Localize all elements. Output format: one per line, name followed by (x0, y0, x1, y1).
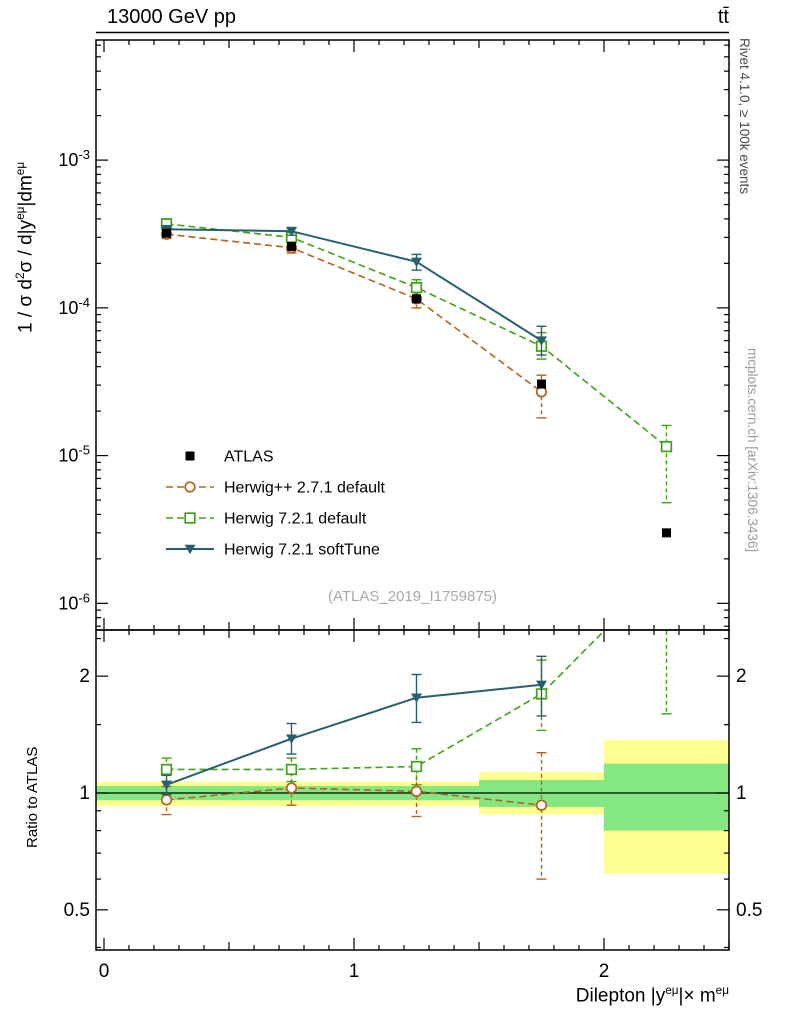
uncertainty-bands (96, 739, 729, 874)
main-y-tick-label: 10-6 (58, 590, 90, 613)
series-herwig-2-7-1-default (160, 752, 548, 880)
legend: ATLAS Herwig++ 2.7.1 default Herwig 7.2.1 … (166, 449, 386, 559)
ratio-y-tick-label: 0.5 (64, 900, 90, 921)
ratio-series-layer (160, 630, 672, 880)
ratio-y-axis-label: Ratio to ATLAS (24, 746, 41, 848)
main-series-layer (160, 218, 673, 538)
x-tick-label: 1 (349, 961, 360, 982)
legend-label: ATLAS (224, 449, 274, 466)
collision-energy-title: 13000 GeV pp (107, 6, 236, 28)
legend-label: Herwig++ 2.7.1 default (224, 480, 386, 497)
rivet-version-label: Rivet 4.1.0, ≥ 100k events (737, 38, 752, 194)
series-atlas (162, 228, 671, 538)
series-herwig-7-2-1-softtune (161, 655, 547, 796)
legend-item-herwig-7-2-1-softtune: Herwig 7.2.1 softTune (166, 542, 380, 559)
legend-label: Herwig 7.2.1 default (224, 511, 367, 528)
ratio-y-tick-label: 1 (79, 783, 90, 804)
ratio-y-tick-label: 1 (736, 783, 747, 804)
legend-item-herwig-7-2-1-default: Herwig 7.2.1 default (166, 511, 367, 528)
ratio-frame (95, 629, 730, 951)
main-frame (95, 39, 730, 631)
main-y-tick-label: 10-5 (58, 443, 90, 466)
legend-label: Herwig 7.2.1 softTune (224, 542, 380, 559)
x-tick-label: 0 (99, 961, 110, 982)
analysis-id-watermark: (ATLAS_2019_I1759875) (327, 588, 497, 605)
x-tick-label: 2 (599, 961, 610, 982)
ratio-y-tick-label: 2 (79, 666, 90, 687)
main-y-axis-label: 1 / σ d2σ / d|yeμ|dmeμ (14, 161, 37, 333)
series-herwig-7-2-1-softtune (161, 224, 547, 356)
ratio-y-tick-label: 0.5 (736, 900, 762, 921)
series-herwig-2-7-1-default (160, 228, 548, 419)
main-y-tick-label: 10-3 (58, 147, 90, 170)
main-y-tick-label: 10-4 (58, 295, 90, 318)
inner-uncertainty-band (604, 763, 729, 831)
legend-item-atlas: ATLAS (185, 449, 274, 466)
ratio-y-tick-label: 2 (736, 666, 747, 687)
mcplots-attribution-label: mcplots.cern.ch [arXiv:1306.3436] (745, 348, 760, 553)
x-axis-label: Dilepton |yeμ|× meμ (575, 984, 729, 1007)
legend-item-herwig-2-7-1-default: Herwig++ 2.7.1 default (166, 480, 386, 497)
process-title: tt̄ (717, 6, 729, 28)
